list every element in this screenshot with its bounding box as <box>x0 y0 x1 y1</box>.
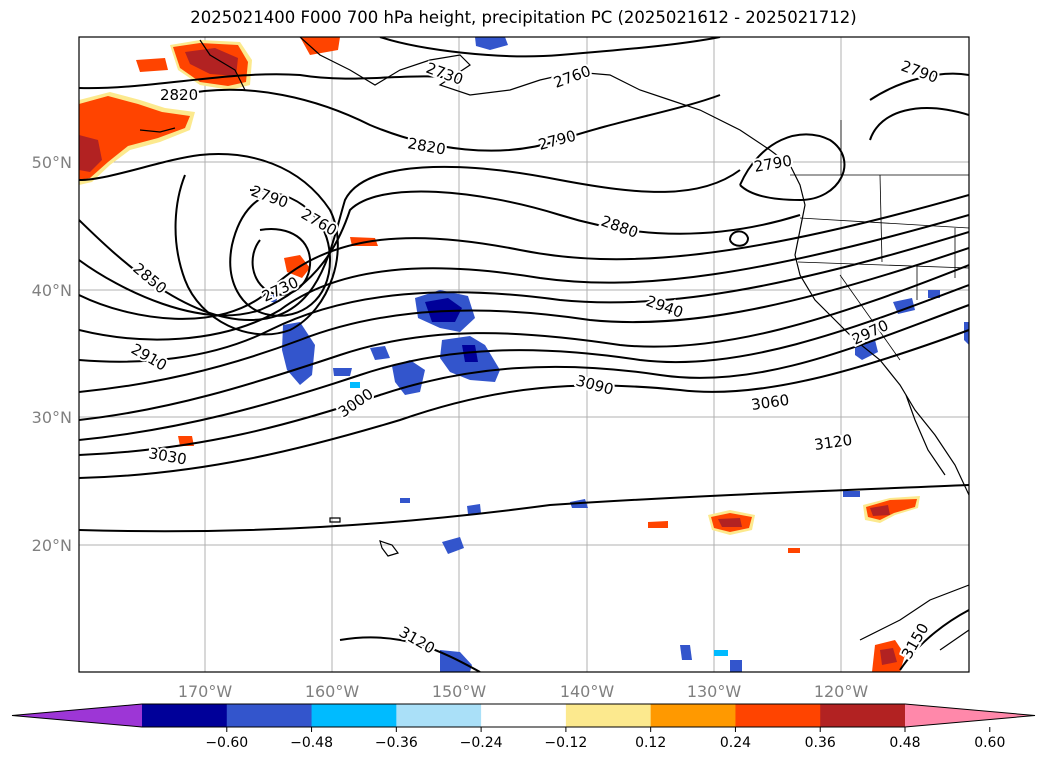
colorbar-segment <box>481 704 567 727</box>
colorbar: −0.60 −0.48 −0.36 −0.24 −0.12 0.12 0.24 0.36 0.4… <box>11 703 1036 751</box>
colorbar-tick-label: −0.36 <box>375 735 418 751</box>
contour-label: 2820 <box>160 86 198 104</box>
lon-label: 140°W <box>560 682 615 701</box>
lon-label: 130°W <box>687 682 742 701</box>
colorbar-segment <box>565 704 652 727</box>
coastlines <box>139 37 969 651</box>
lat-label: 30°N <box>32 408 72 427</box>
lat-label: 40°N <box>32 281 72 300</box>
colorbar-extend-high <box>905 704 1035 727</box>
graticule <box>79 37 969 672</box>
height-contours <box>79 37 969 672</box>
colorbar-extend-low <box>12 704 142 727</box>
colorbar-tick-label: 0.48 <box>889 735 920 751</box>
colorbar-tick-label: 0.24 <box>720 735 751 751</box>
lon-label: 160°W <box>305 682 360 701</box>
lon-label: 120°W <box>814 682 869 701</box>
lat-label: 50°N <box>32 153 72 172</box>
colorbar-segment <box>142 704 228 727</box>
map-frame-bg <box>79 37 969 672</box>
colorbar-segment <box>650 704 736 727</box>
colorbar-segment <box>396 704 482 727</box>
colorbar-tick-label: 0.60 <box>974 735 1005 751</box>
colorbar-segment <box>311 704 397 727</box>
contour-label: 3060 <box>750 391 790 414</box>
colorbar-segment <box>735 704 821 727</box>
colorbar-segment <box>820 704 906 727</box>
colorbar-tick-label: −0.24 <box>460 735 503 751</box>
colorbar-tick-label: −0.60 <box>205 735 248 751</box>
precip-positive <box>79 37 920 672</box>
colorbar-outline <box>11 703 1036 728</box>
map-title: 2025021400 F000 700 hPa height, precipit… <box>190 8 857 27</box>
lon-label: 150°W <box>432 682 487 701</box>
lon-label: 170°W <box>178 682 233 701</box>
lat-label: 20°N <box>32 536 72 555</box>
colorbar-tick-label: −0.12 <box>544 735 587 751</box>
colorbar-segment <box>226 704 313 727</box>
colorbar-tick-label: 0.36 <box>805 735 836 751</box>
colorbar-tick-label: 0.12 <box>635 735 666 751</box>
colorbar-tick-label: −0.48 <box>290 735 333 751</box>
map-frame <box>78 36 970 673</box>
